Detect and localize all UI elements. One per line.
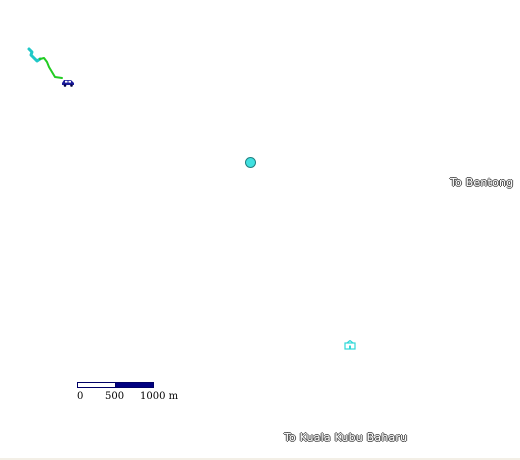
location-dot-marker[interactable]	[245, 157, 256, 168]
car-icon[interactable]	[60, 72, 76, 87]
scale-label-1000: 1000 m	[140, 391, 179, 402]
direction-label-bentong: To Bentong	[450, 176, 514, 189]
map-bottom-edge	[0, 458, 520, 460]
scale-label-500: 500	[105, 391, 125, 402]
building-icon[interactable]	[344, 335, 356, 350]
scale-bar: 0 500 1000 m	[77, 382, 197, 406]
scale-segment-dark	[115, 382, 154, 388]
direction-label-kuala-kubu: To Kuala Kubu Baharu	[284, 431, 408, 444]
scale-segment-light	[77, 382, 116, 388]
scale-label-0: 0	[77, 391, 84, 402]
route-line	[39, 57, 63, 79]
building-icon-shape	[344, 339, 356, 350]
car-icon-shape	[62, 80, 74, 87]
route-start-segment	[27, 47, 42, 63]
